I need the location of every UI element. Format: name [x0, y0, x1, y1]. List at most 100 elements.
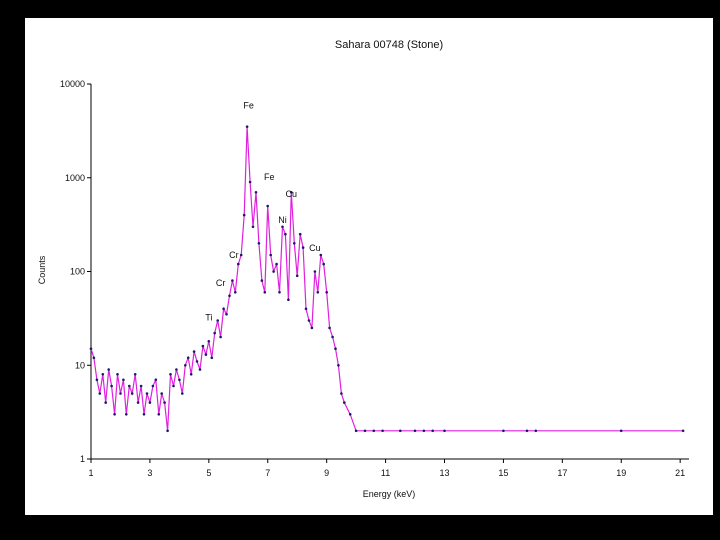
peak-label: Cu [309, 243, 321, 253]
y-tick-label: 10000 [60, 79, 85, 89]
data-point [260, 279, 264, 282]
data-point [239, 253, 243, 257]
data-point [348, 413, 352, 416]
data-point [198, 368, 202, 371]
data-point [178, 378, 181, 382]
data-point [248, 180, 252, 184]
peak-label: Fe [243, 100, 254, 110]
data-point [175, 368, 178, 371]
data-point [257, 242, 261, 245]
x-tick-label: 1 [88, 468, 93, 478]
data-point [337, 364, 340, 367]
data-point [431, 429, 435, 433]
data-point [269, 253, 272, 257]
peak-label: Ti [205, 313, 212, 323]
data-point [228, 294, 231, 298]
data-point [316, 291, 320, 294]
data-point [210, 356, 214, 360]
data-point [284, 232, 287, 236]
data-point [166, 429, 169, 433]
data-point [301, 246, 305, 249]
data-point [325, 291, 329, 294]
data-point [192, 350, 196, 353]
data-point [334, 347, 337, 351]
series-line [90, 126, 684, 432]
data-point [225, 312, 228, 316]
data-point [234, 291, 237, 294]
data-point [328, 326, 331, 330]
data-point [151, 384, 155, 388]
data-point [381, 429, 384, 433]
data-point [101, 373, 105, 376]
x-tick-label: 17 [557, 468, 567, 478]
data-point [422, 429, 426, 433]
peak-label: Ni [278, 215, 287, 225]
y-tick-label: 100 [70, 267, 85, 277]
data-point [322, 262, 326, 266]
data-point [263, 291, 267, 294]
chart-svg: Sahara 00748 (Stone) Energy (keV) Counts… [37, 39, 689, 499]
y-axis-title: Counts [37, 255, 47, 284]
data-point [275, 262, 278, 266]
x-tick-label: 5 [206, 468, 211, 478]
data-point [619, 429, 623, 433]
data-point [363, 429, 367, 433]
data-point [148, 401, 152, 404]
data-point [204, 353, 208, 356]
data-point [133, 373, 137, 376]
data-point [534, 429, 538, 433]
x-tick-label: 11 [381, 468, 390, 478]
peak-label: Cu [286, 189, 298, 199]
chart-title: Sahara 00748 (Stone) [335, 39, 443, 51]
data-point [125, 413, 128, 416]
data-point [169, 373, 172, 376]
data-point [298, 232, 302, 236]
data-point [266, 204, 269, 208]
data-point [222, 307, 225, 311]
data-point [157, 413, 161, 416]
data-point [278, 291, 281, 294]
data-point [154, 378, 158, 382]
data-point [343, 401, 346, 404]
data-point [139, 384, 143, 388]
data-point [254, 191, 258, 194]
data-point [195, 360, 199, 363]
data-point [310, 326, 314, 330]
data-point [340, 392, 343, 395]
data-point [160, 392, 163, 395]
data-point [104, 401, 107, 404]
data-point [242, 213, 246, 217]
data-point [145, 392, 149, 395]
data-point [216, 319, 219, 322]
x-tick-label: 9 [324, 468, 329, 478]
annotation-group: Fe Fe Cu Ni Cr Cr Ti Cu [205, 100, 320, 322]
x-axis-title: Energy (keV) [363, 489, 416, 499]
data-point [372, 429, 376, 433]
peak-label: Cr [216, 278, 226, 288]
x-tick-label: 13 [439, 468, 449, 478]
peak-label: Cr [229, 250, 239, 260]
data-point [307, 319, 311, 322]
peak-label: Fe [264, 172, 275, 182]
data-point [186, 356, 190, 360]
data-point [354, 429, 358, 433]
data-point [213, 331, 216, 335]
data-point [525, 429, 529, 433]
y-tick-label: 1000 [65, 173, 85, 183]
data-point [251, 225, 255, 229]
data-point [304, 307, 308, 311]
chart-panel: Sahara 00748 (Stone) Energy (keV) Counts… [25, 18, 713, 515]
data-point [130, 392, 134, 395]
data-point [113, 413, 116, 416]
data-point [172, 384, 175, 388]
data-point [128, 384, 131, 388]
data-point [290, 191, 293, 194]
data-point [116, 373, 119, 376]
x-tick-label: 19 [616, 468, 626, 478]
data-point [201, 344, 205, 348]
data-point [119, 392, 122, 395]
data-point [207, 340, 211, 343]
x-tick-label: 21 [675, 468, 685, 478]
data-point [293, 242, 296, 245]
